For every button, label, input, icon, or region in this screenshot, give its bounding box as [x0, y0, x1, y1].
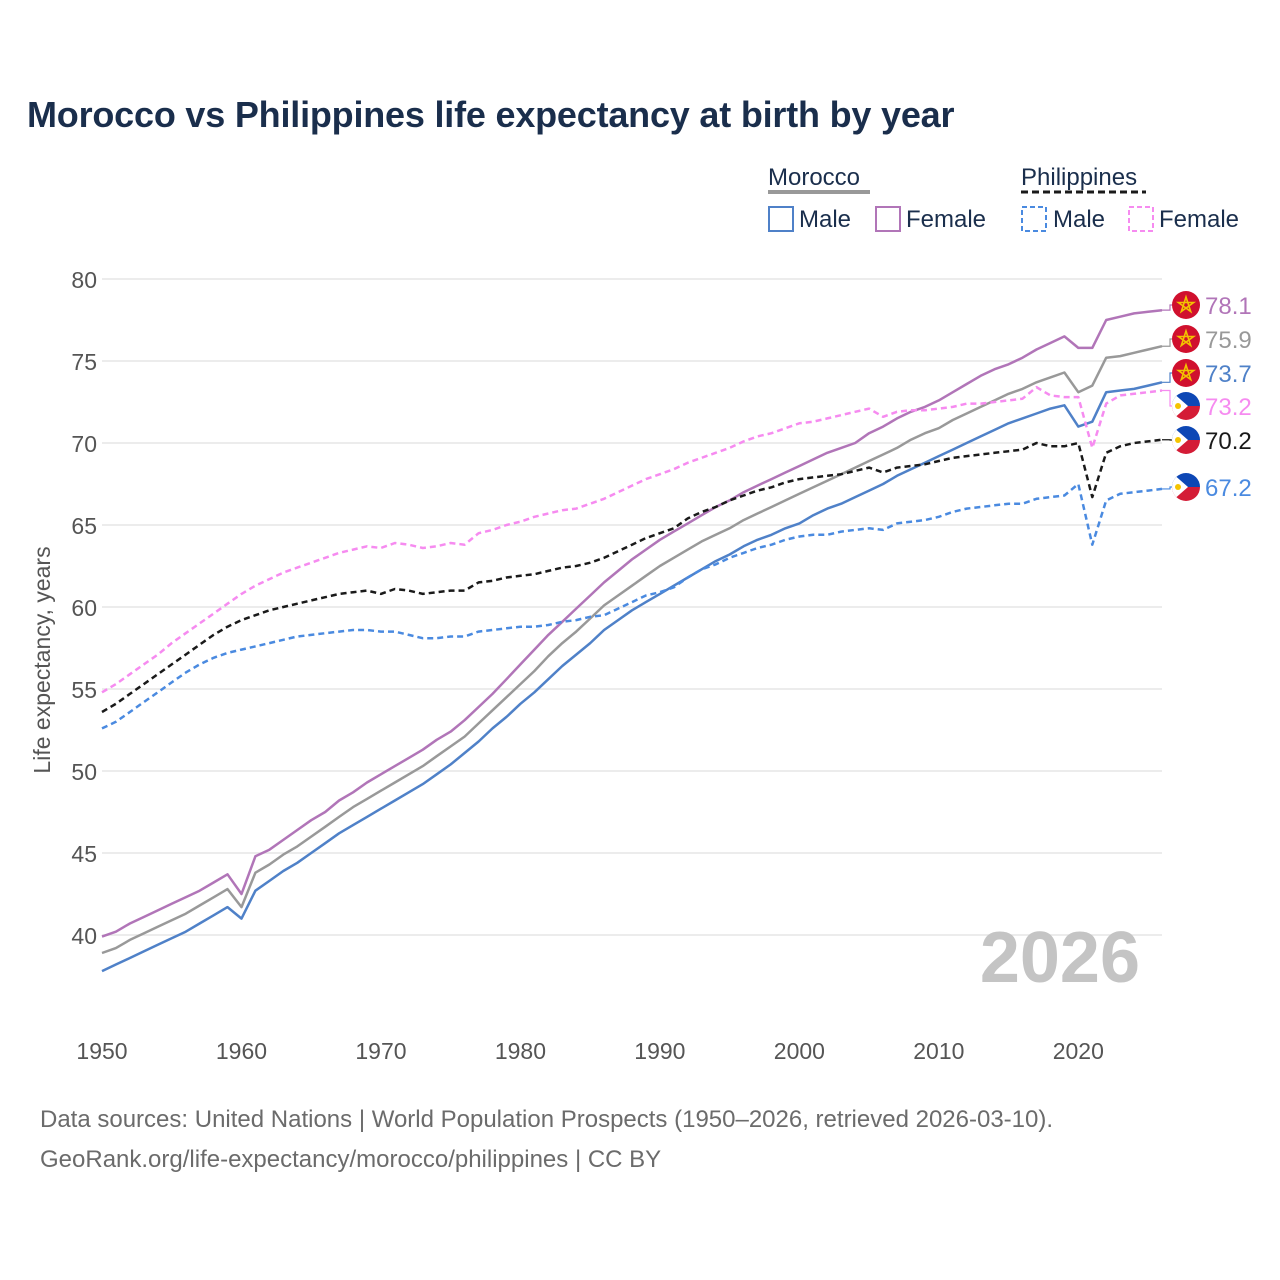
- end-labels: 78.1 75.9 73.7 73.2 70.2 67.2: [1162, 291, 1252, 502]
- end-connector: [1162, 486, 1172, 490]
- legend-morocco-female-label: Female: [906, 206, 986, 233]
- y-tick-label: 70: [71, 431, 97, 457]
- legend-morocco-male-swatch: [768, 206, 794, 232]
- morocco-flag-icon: [1172, 325, 1200, 353]
- end-label: 73.7: [1205, 361, 1252, 388]
- end-connector: [1162, 338, 1172, 347]
- y-tick-label: 80: [71, 267, 97, 293]
- y-tick-label: 60: [71, 595, 97, 621]
- legend-philippines-male-swatch: [1021, 206, 1047, 232]
- chart: 40 45 50 55 60 65 70 75 80 1950 1960 1970 1980 1990 2…: [29, 164, 1252, 1064]
- x-tick-label: 1970: [355, 1038, 406, 1064]
- series-line-philippines-male: [101, 482, 1163, 730]
- y-tick-label: 40: [71, 923, 97, 949]
- y-tick-label: 75: [71, 349, 97, 375]
- y-tick-label: 55: [71, 677, 97, 703]
- end-label: 70.2: [1205, 428, 1252, 455]
- x-tick-label: 2010: [913, 1038, 964, 1064]
- philippines-flag-icon: [1172, 426, 1200, 454]
- series-line-morocco-total: [101, 344, 1163, 955]
- morocco-flag-icon: [1172, 359, 1200, 387]
- legend[interactable]: Morocco Male Female Philippines Male Fem…: [768, 164, 1239, 233]
- legend-morocco-title: Morocco: [768, 164, 860, 191]
- y-axis-label: Life expectancy, years: [29, 546, 55, 773]
- series-lines: [101, 308, 1163, 973]
- y-axis: 40 45 50 55 60 65 70 75 80: [71, 267, 97, 949]
- end-label: 78.1: [1205, 293, 1252, 320]
- end-connector: [1162, 304, 1172, 311]
- y-tick-label: 50: [71, 759, 97, 785]
- legend-morocco-male-label: Male: [799, 206, 851, 233]
- series-line-philippines-female: [101, 385, 1163, 694]
- footer-link[interactable]: GeoRank.org/life-expectancy/morocco/phil…: [40, 1146, 662, 1173]
- legend-philippines-female-swatch: [1128, 206, 1154, 232]
- y-tick-label: 45: [71, 841, 97, 867]
- end-label: 75.9: [1205, 327, 1252, 354]
- end-label: 73.2: [1205, 394, 1252, 421]
- year-watermark: 2026: [980, 918, 1140, 998]
- philippines-flag-icon: [1172, 473, 1200, 501]
- grid: [102, 278, 1162, 936]
- footer-sources: Data sources: United Nations | World Pop…: [40, 1106, 1054, 1133]
- x-tick-label: 2020: [1053, 1038, 1104, 1064]
- end-connector: [1162, 372, 1172, 383]
- legend-morocco-female-swatch: [875, 206, 901, 232]
- series-line-morocco-female: [101, 308, 1163, 938]
- x-tick-label: 1960: [216, 1038, 267, 1064]
- legend-philippines-female-label: Female: [1159, 206, 1239, 233]
- series-line-morocco-male: [101, 381, 1163, 973]
- legend-philippines-male-label: Male: [1053, 206, 1105, 233]
- end-connector: [1162, 389, 1172, 407]
- x-tick-label: 1950: [76, 1038, 127, 1064]
- x-axis: 1950 1960 1970 1980 1990 2000 2010 2020: [76, 1038, 1103, 1064]
- y-tick-label: 65: [71, 513, 97, 539]
- end-label: 67.2: [1205, 475, 1252, 502]
- x-tick-label: 1980: [495, 1038, 546, 1064]
- x-tick-label: 1990: [634, 1038, 685, 1064]
- morocco-flag-icon: [1172, 291, 1200, 319]
- x-tick-label: 2000: [774, 1038, 825, 1064]
- series-line-philippines-total: [101, 438, 1163, 714]
- legend-philippines-title: Philippines: [1021, 164, 1137, 191]
- chart-title: Morocco vs Philippines life expectancy a…: [27, 94, 955, 135]
- philippines-flag-icon: [1172, 392, 1200, 420]
